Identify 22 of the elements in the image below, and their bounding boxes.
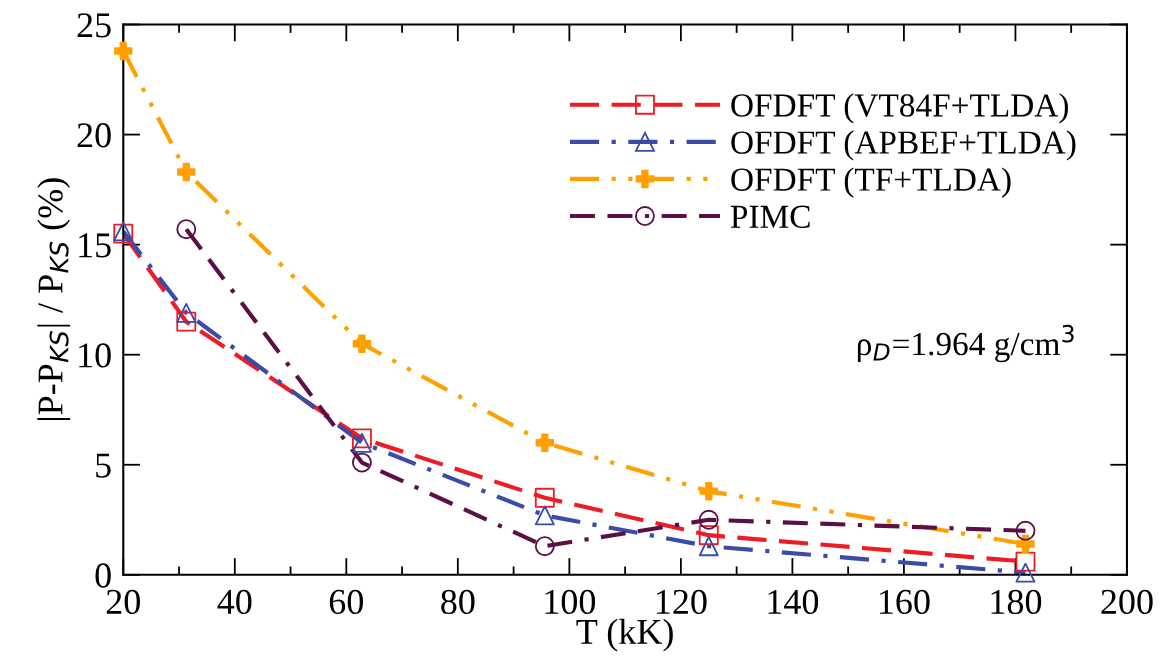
y-tick-label: 10 <box>79 343 111 368</box>
x-tick-label: 120 <box>656 589 707 615</box>
x-tick-label: 160 <box>880 589 930 615</box>
x-tick-label: 100 <box>545 589 596 615</box>
x-tick-label: 180 <box>991 589 1042 615</box>
y-tick-label: 20 <box>77 123 111 148</box>
legend-label: PIMC <box>730 205 810 229</box>
x-tick-label: 40 <box>217 589 252 615</box>
legend-label: OFDFT (APBEF+TLDA) <box>731 130 1076 161</box>
x-tick-label: 140 <box>768 589 819 615</box>
x-tick-label: 80 <box>441 589 475 615</box>
legend-label: OFDFT (TF+TLDA) <box>731 167 1011 198</box>
y-axis-title: |P-P$_{KS}$| / P$_{KS}$ (%) <box>37 178 71 420</box>
x-tick-label: 200 <box>1101 589 1153 615</box>
legend-label: OFDFT (VT84F+TLDA) <box>731 93 1068 124</box>
x-tick-label: 60 <box>329 589 363 615</box>
y-tick-label: 15 <box>79 233 111 258</box>
y-tick-label: 5 <box>96 453 111 478</box>
x-axis-title: T (kK) <box>576 618 673 652</box>
y-tick-label: 25 <box>77 13 111 38</box>
y-tick-label: 0 <box>95 563 111 588</box>
annotation: ρ$_{D}$=1.964 g/cm$^{3}$ <box>857 324 1074 363</box>
